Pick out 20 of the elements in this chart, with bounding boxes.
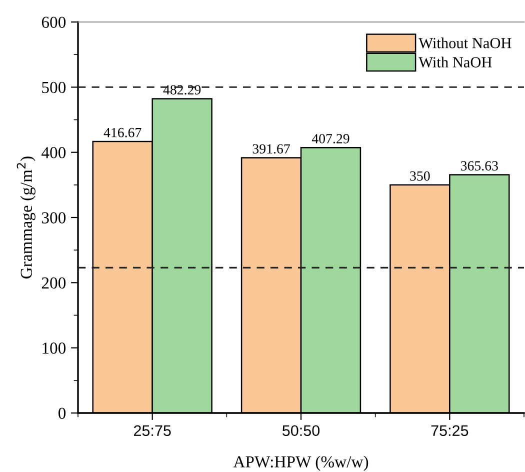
y-tick-label: 500 <box>42 82 66 94</box>
x-axis-title: APW:HPW (%w/w) <box>233 456 368 471</box>
data-label: 350 <box>410 171 430 181</box>
y-axis-title: Grammage (g/m$^{2}$) <box>16 156 36 278</box>
y-tick-label: 400 <box>42 147 66 158</box>
x-tick-label: 50:50 <box>282 425 320 436</box>
y-tick-label: 100 <box>42 342 66 354</box>
y-tick-label: 200 <box>42 277 66 289</box>
data-label: 407.29 <box>312 134 350 144</box>
data-label: 391.67 <box>252 144 290 154</box>
legend-label: With NaOH <box>418 56 492 68</box>
data-label: 365.63 <box>460 161 498 171</box>
y-tick-label: 300 <box>42 212 66 224</box>
x-tick-label: 25:75 <box>134 425 171 436</box>
data-label: 416.67 <box>104 128 142 138</box>
y-tick-label: 0 <box>58 408 66 419</box>
legend-label: Without NaOH <box>418 38 512 48</box>
data-label: 482.29 <box>163 85 201 95</box>
y-tick-label: 600 <box>42 16 66 28</box>
x-tick-label: 75:25 <box>431 425 468 436</box>
